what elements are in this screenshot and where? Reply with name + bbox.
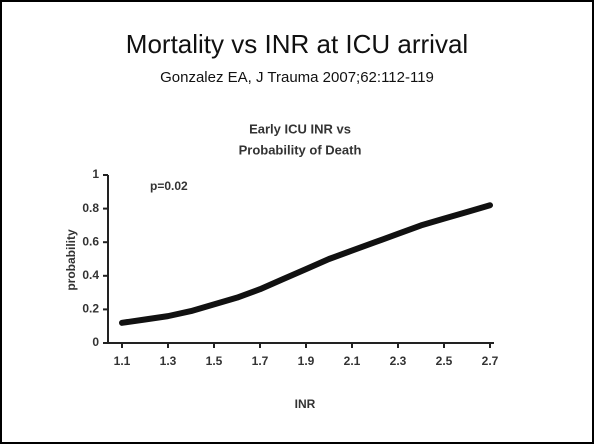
x-tick-label: 1.7 [252, 354, 269, 368]
y-tick-label: 0.2 [82, 302, 99, 316]
slide-title: Mortality vs INR at ICU arrival [126, 29, 468, 59]
annotation: p=0.02 [150, 179, 188, 193]
slide-subtitle: Gonzalez EA, J Trauma 2007;62:112-119 [160, 69, 434, 86]
y-tick-label: 0 [92, 335, 99, 349]
x-tick-label: 1.1 [114, 354, 131, 368]
x-tick-label: 2.5 [436, 354, 453, 368]
y-tick-label: 0.8 [82, 201, 99, 215]
y-tick-label: 0.6 [82, 234, 99, 248]
chart-title: Probability of Death [239, 142, 362, 157]
curve [119, 202, 493, 326]
x-tick-label: 1.3 [160, 354, 177, 368]
y-tick-label: 0.4 [82, 268, 99, 282]
x-tick-label: 1.9 [298, 354, 315, 368]
y-tick-label: 1 [92, 167, 99, 181]
x-tick-label: 2.7 [482, 354, 499, 368]
x-axis-label: INR [295, 397, 316, 411]
x-tick-label: 1.5 [206, 354, 223, 368]
y-axis-label: probability [64, 229, 78, 291]
chart-title: Early ICU INR vs [249, 121, 351, 136]
x-tick-label: 2.3 [390, 354, 407, 368]
x-tick-label: 2.1 [344, 354, 361, 368]
